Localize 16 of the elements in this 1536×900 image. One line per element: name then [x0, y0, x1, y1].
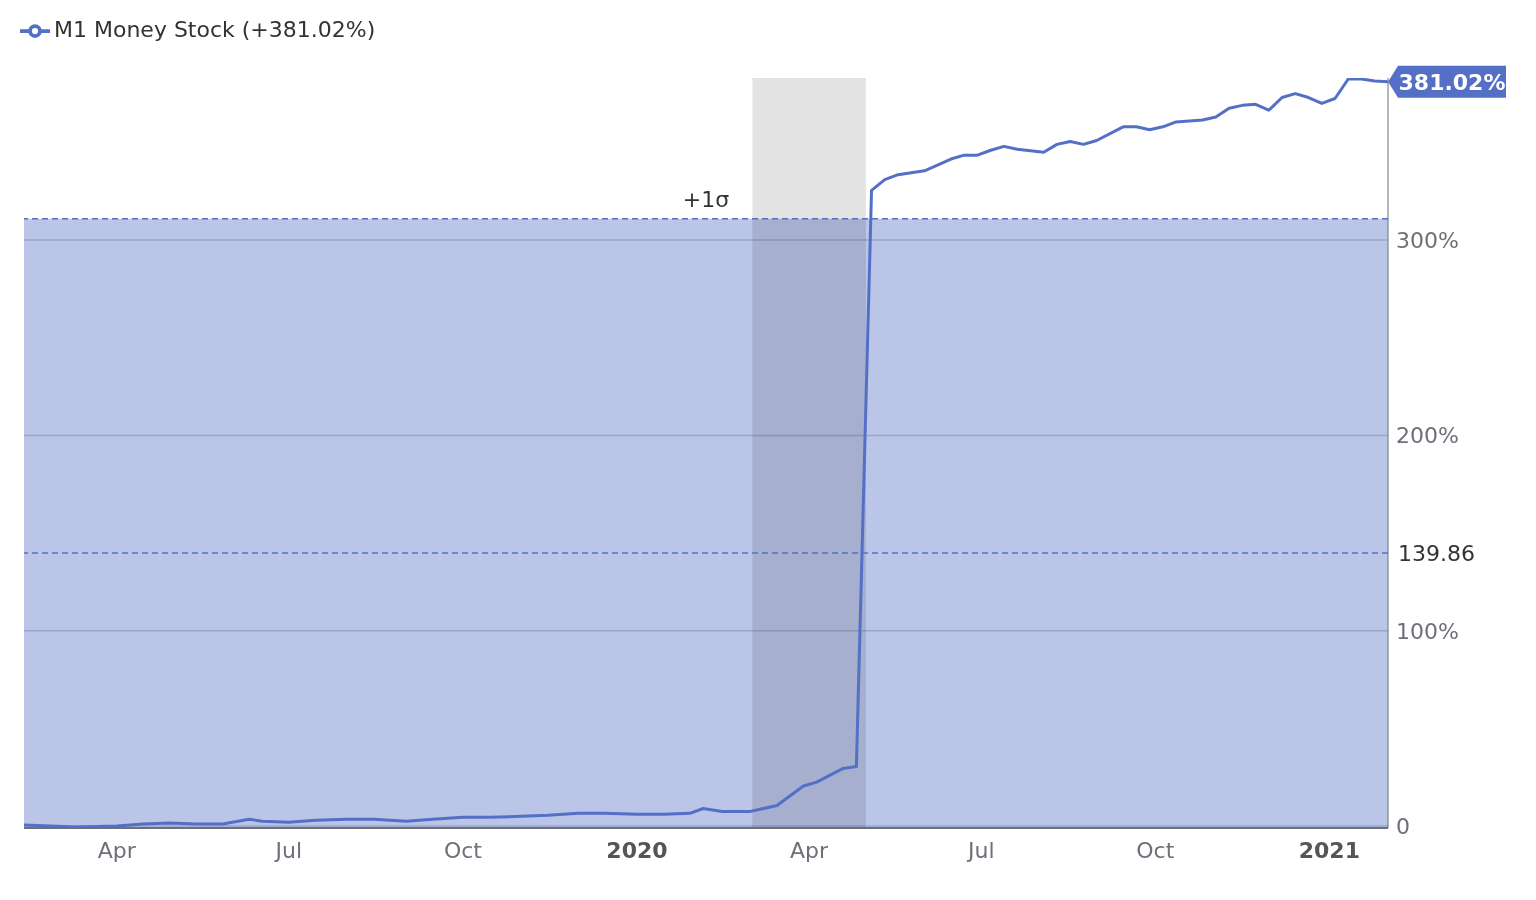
- y-tick-label: 100%: [1396, 618, 1459, 644]
- ref-line-label: 139.86: [1398, 540, 1475, 566]
- legend-label: M1 Money Stock (+381.02%): [54, 17, 376, 42]
- x-tick-label: Jul: [273, 838, 303, 863]
- x-tick-label: Oct: [1136, 838, 1175, 863]
- x-tick-label: 2020: [606, 838, 668, 863]
- x-tick-label: 2021: [1298, 838, 1360, 863]
- x-tick-label: Jul: [965, 838, 995, 863]
- y-tick-label: 300%: [1396, 227, 1459, 253]
- x-tick-label: Apr: [97, 838, 137, 863]
- y-tick-label: 0: [1396, 813, 1410, 839]
- x-tick-label: Oct: [443, 838, 483, 863]
- ref-line-label: +1σ: [682, 186, 730, 212]
- x-tick-label: Apr: [790, 838, 830, 863]
- annotation: 381.02%: [1398, 69, 1506, 95]
- y-tick-label: 200%: [1396, 423, 1459, 449]
